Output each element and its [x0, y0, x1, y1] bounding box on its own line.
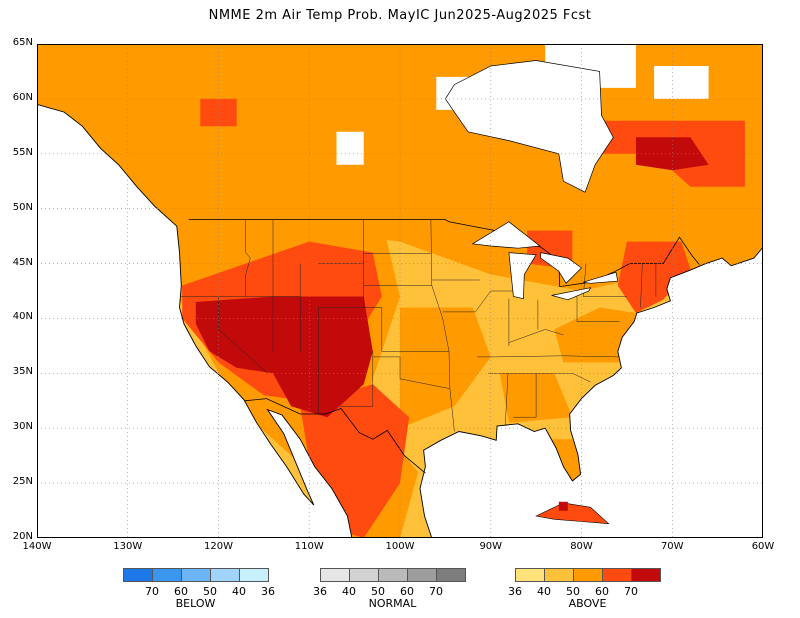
normal-legend-value: 70	[429, 585, 443, 598]
water-body-1	[508, 252, 537, 300]
lon-tick-label: 120W	[204, 541, 233, 552]
above-legend-swatch	[631, 568, 661, 582]
above-legend-value: 60	[595, 585, 609, 598]
below-legend-value: 70	[145, 585, 159, 598]
below-legend-value: 40	[232, 585, 246, 598]
normal-legend-swatch	[407, 568, 437, 582]
state-border-24	[583, 263, 627, 297]
map-border	[37, 44, 763, 538]
normal-legend-title: NORMAL	[368, 597, 417, 610]
land-probability-layer	[37, 44, 763, 538]
state-border-8	[340, 351, 374, 407]
below-legend-value: 60	[174, 585, 188, 598]
newengland-60-shade	[617, 241, 691, 313]
below-legend-title: BELOW	[175, 597, 216, 610]
state-border-19	[505, 373, 509, 425]
water-body-3	[551, 287, 592, 301]
state-border-14	[372, 356, 450, 389]
state-border-13	[430, 219, 455, 432]
lon-tick-label: 110W	[294, 541, 324, 552]
us-mexico-border	[244, 398, 426, 474]
water-body-0	[471, 221, 541, 249]
above-legend-swatch	[602, 568, 632, 582]
state-border-10	[381, 307, 449, 352]
lon-tick-label: 70W	[660, 541, 684, 552]
below-legend-value: 36	[261, 585, 275, 598]
normal-legend-value: 60	[400, 585, 414, 598]
plains-50-shade	[400, 307, 491, 429]
lat-tick-label: 25N	[12, 476, 33, 488]
water-body-2	[540, 252, 583, 284]
normal-legend-value: 40	[342, 585, 356, 598]
cuba-island	[535, 502, 610, 525]
above-legend-swatch	[544, 568, 574, 582]
below-legend-value: 50	[203, 585, 217, 598]
above-legend-value: 50	[566, 585, 580, 598]
water-body-4	[583, 271, 619, 284]
lon-tick-label: 80W	[570, 541, 593, 552]
state-border-16	[442, 290, 514, 313]
coastline	[37, 44, 763, 538]
above-legend-value: 70	[624, 585, 638, 598]
state-border-17	[477, 355, 619, 358]
state-border-25	[640, 263, 643, 308]
cuba-70-cell	[558, 501, 568, 511]
lon-tick-label: 60W	[751, 541, 775, 552]
midatlantic-50-shade	[554, 307, 636, 363]
lat-tick-label: 20N	[12, 531, 33, 542]
above-legend-swatch	[515, 568, 545, 582]
map-panel	[37, 44, 763, 538]
lat-tick-label: 55N	[12, 146, 33, 158]
us-canada-border	[188, 219, 700, 288]
lat-tick-label: 50N	[12, 201, 33, 213]
below-legend-swatch	[152, 568, 182, 582]
below-legend-swatch	[123, 568, 153, 582]
lat-tick-label: 35N	[12, 366, 33, 378]
below-legend-swatch	[181, 568, 211, 582]
state-border-27	[508, 329, 564, 343]
water-body-5	[444, 60, 614, 193]
state-border-0	[245, 219, 251, 297]
above-legend-value: 40	[537, 585, 551, 598]
labrador-70-shade	[635, 137, 709, 171]
lat-tick-label: 65N	[12, 37, 33, 48]
lon-tick-label: 100W	[385, 541, 415, 552]
normal-legend-swatch	[378, 568, 408, 582]
normal-legend-swatch	[436, 568, 466, 582]
above-legend-title: ABOVE	[568, 597, 607, 610]
below-legend-swatch	[239, 568, 269, 582]
lat-tick-label: 60N	[12, 91, 33, 103]
normal-legend-swatch	[320, 568, 350, 582]
state-border-23	[576, 296, 620, 322]
chart-title: NMME 2m Air Temp Prob. MayIC Jun2025-Aug…	[208, 8, 592, 23]
normal-legend-value: 36	[313, 585, 327, 598]
lat-tick-label: 40N	[12, 311, 33, 323]
state-border-20	[513, 373, 537, 418]
prairie-white-patch	[336, 131, 364, 165]
lon-tick-label: 90W	[479, 541, 503, 552]
lat-tick-label: 30N	[12, 421, 33, 433]
state-border-1	[218, 296, 268, 374]
normal-legend-swatch	[349, 568, 379, 582]
ungava-white-patch	[654, 66, 709, 99]
greatbasin-70-shade	[195, 296, 373, 418]
above-legend-swatch	[573, 568, 603, 582]
lon-tick-label: 130W	[113, 541, 143, 552]
lon-tick-label: 140W	[22, 541, 52, 552]
normal-legend-value: 50	[371, 585, 385, 598]
lat-tick-label: 45N	[12, 256, 33, 268]
florida-50-shade	[545, 439, 582, 484]
above-legend-value: 36	[508, 585, 522, 598]
probability-map	[37, 44, 763, 538]
below-legend-swatch	[210, 568, 240, 582]
